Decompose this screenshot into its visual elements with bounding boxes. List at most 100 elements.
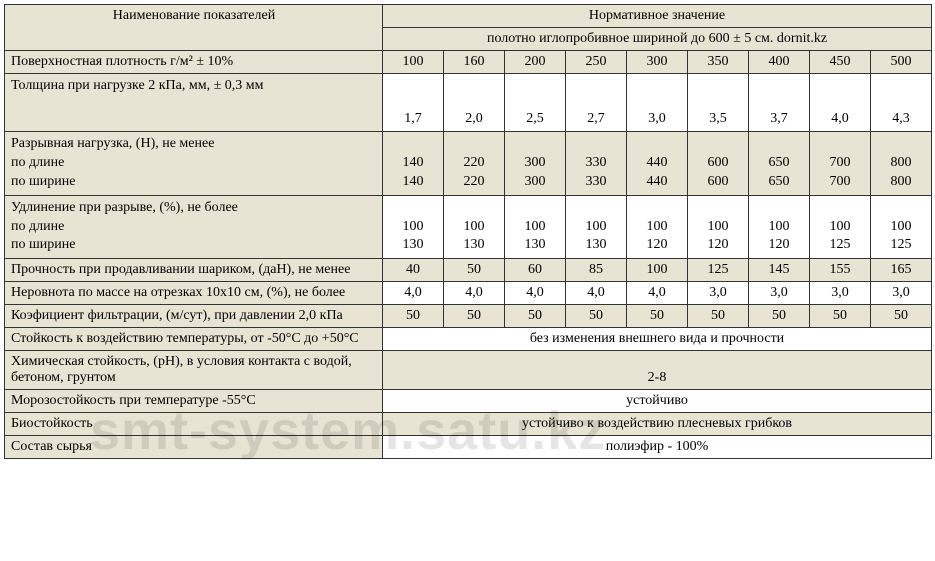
elong-r2-6: 120 <box>769 237 790 252</box>
thickness-4: 3,0 <box>627 74 688 132</box>
elong-sub2: по ширине <box>11 237 75 252</box>
col-4: 300 <box>627 51 688 74</box>
break-c1: 220220 <box>444 132 505 196</box>
elong-r1-3: 100 <box>586 219 607 234</box>
thickness-1: 2,0 <box>444 74 505 132</box>
filter-8: 50 <box>871 305 932 328</box>
elong-r2-4: 120 <box>647 237 668 252</box>
break-sub2: по ширине <box>11 174 75 189</box>
thickness-5: 3,5 <box>688 74 749 132</box>
elong-r2-0: 130 <box>403 237 424 252</box>
break-r1-2: 300 <box>525 155 546 170</box>
break-c5: 600600 <box>688 132 749 196</box>
elong-c2: 100130 <box>505 195 566 259</box>
break-r1-1: 220 <box>464 155 485 170</box>
row-filter-label: Коэфициент фильтрации, (м/сут), при давл… <box>5 305 383 328</box>
thickness-8: 4,3 <box>871 74 932 132</box>
header-sub: полотно иглопробивное шириной до 600 ± 5… <box>383 28 932 51</box>
break-r1-3: 330 <box>586 155 607 170</box>
break-r1-8: 800 <box>891 155 912 170</box>
punch-4: 100 <box>627 259 688 282</box>
break-r2-5: 600 <box>708 174 729 189</box>
raw-merged: полиэфир - 100% <box>383 436 932 459</box>
elong-r2-8: 125 <box>891 237 912 252</box>
header-left: Наименование показателей <box>5 5 383 51</box>
col-2: 200 <box>505 51 566 74</box>
bio-merged: устойчиво к воздействию плесневых грибко… <box>383 413 932 436</box>
break-r1-4: 440 <box>647 155 668 170</box>
punch-1: 50 <box>444 259 505 282</box>
break-c6: 650650 <box>749 132 810 196</box>
header-top: Нормативное значение <box>383 5 932 28</box>
break-c3: 330330 <box>566 132 627 196</box>
filter-6: 50 <box>749 305 810 328</box>
frost-merged: устойчиво <box>383 390 932 413</box>
elong-r1-4: 100 <box>647 219 668 234</box>
elong-c4: 100120 <box>627 195 688 259</box>
punch-3: 85 <box>566 259 627 282</box>
elong-r2-3: 130 <box>586 237 607 252</box>
break-r2-4: 440 <box>647 174 668 189</box>
break-c8: 800800 <box>871 132 932 196</box>
elong-r2-5: 120 <box>708 237 729 252</box>
thickness-6: 3,7 <box>749 74 810 132</box>
break-r1-0: 140 <box>403 155 424 170</box>
break-r2-7: 700 <box>830 174 851 189</box>
elong-r1-5: 100 <box>708 219 729 234</box>
thickness-0: 1,7 <box>383 74 444 132</box>
elong-r1-6: 100 <box>769 219 790 234</box>
break-title: Разрывная нагрузка, (Н), не менее <box>11 136 214 151</box>
filter-4: 50 <box>627 305 688 328</box>
elong-c0: 100130 <box>383 195 444 259</box>
elong-r2-7: 125 <box>830 237 851 252</box>
uneven-6: 3,0 <box>749 282 810 305</box>
col-5: 350 <box>688 51 749 74</box>
chem-merged: 2-8 <box>383 351 932 390</box>
row-break-label: Разрывная нагрузка, (Н), не менее по дли… <box>5 132 383 196</box>
row-elong-label: Удлинение при разрыве, (%), не более по … <box>5 195 383 259</box>
row-raw-label: Состав сырья <box>5 436 383 459</box>
filter-7: 50 <box>810 305 871 328</box>
break-sub1: по длине <box>11 155 64 170</box>
row-frost-label: Морозостойкость при температуре -55°С <box>5 390 383 413</box>
punch-8: 165 <box>871 259 932 282</box>
break-c0: 140140 <box>383 132 444 196</box>
elong-c7: 100125 <box>810 195 871 259</box>
spec-table: Наименование показателей Нормативное зна… <box>4 4 932 459</box>
uneven-5: 3,0 <box>688 282 749 305</box>
elong-c8: 100125 <box>871 195 932 259</box>
col-0: 100 <box>383 51 444 74</box>
elong-title: Удлинение при разрыве, (%), не более <box>11 200 238 215</box>
uneven-8: 3,0 <box>871 282 932 305</box>
punch-2: 60 <box>505 259 566 282</box>
thickness-7: 4,0 <box>810 74 871 132</box>
filter-5: 50 <box>688 305 749 328</box>
thickness-3: 2,7 <box>566 74 627 132</box>
elong-c5: 100120 <box>688 195 749 259</box>
break-r1-7: 700 <box>830 155 851 170</box>
break-c2: 300300 <box>505 132 566 196</box>
uneven-3: 4,0 <box>566 282 627 305</box>
thickness-2: 2,5 <box>505 74 566 132</box>
filter-3: 50 <box>566 305 627 328</box>
elong-c1: 100130 <box>444 195 505 259</box>
break-r2-1: 220 <box>464 174 485 189</box>
break-c4: 440440 <box>627 132 688 196</box>
elong-r1-1: 100 <box>464 219 485 234</box>
row-chem-label: Химическая стойкость, (рН), в условия ко… <box>5 351 383 390</box>
col-1: 160 <box>444 51 505 74</box>
elong-r1-8: 100 <box>891 219 912 234</box>
row-uneven-label: Неровнота по массе на отрезках 10х10 см,… <box>5 282 383 305</box>
break-c7: 700700 <box>810 132 871 196</box>
col-3: 250 <box>566 51 627 74</box>
elong-sub1: по длине <box>11 219 64 234</box>
row-punch-label: Прочность при продавливании шариком, (да… <box>5 259 383 282</box>
break-r2-6: 650 <box>769 174 790 189</box>
break-r2-3: 330 <box>586 174 607 189</box>
filter-0: 50 <box>383 305 444 328</box>
break-r2-8: 800 <box>891 174 912 189</box>
row-temp-label: Стойкость к воздействию температуры, от … <box>5 328 383 351</box>
punch-5: 125 <box>688 259 749 282</box>
uneven-2: 4,0 <box>505 282 566 305</box>
break-r1-6: 650 <box>769 155 790 170</box>
